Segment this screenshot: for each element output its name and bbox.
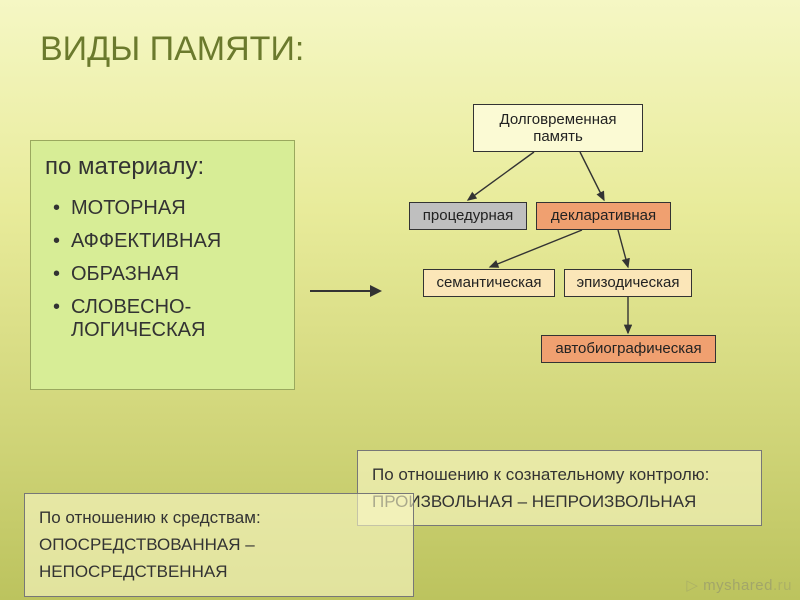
node-root: Долговременная память [473, 104, 643, 152]
material-panel: по материалу: МОТОРНАЯ АФФЕКТИВНАЯ ОБРАЗ… [30, 140, 295, 390]
node-episodic: эпизодическая [564, 269, 692, 297]
node-semantic: семантическая [423, 269, 555, 297]
material-list: МОТОРНАЯ АФФЕКТИВНАЯ ОБРАЗНАЯ СЛОВЕСНО-Л… [45, 197, 280, 342]
box-control-line1: По отношению к сознательному контролю: [372, 461, 747, 488]
watermark: ▷ myshared.ru [686, 576, 792, 594]
box-control-line2: ПРОИЗВОЛЬНАЯ – НЕПРОИЗВОЛЬНАЯ [372, 488, 747, 515]
list-item: МОТОРНАЯ [53, 197, 280, 220]
node-autobiographic: автобиографическая [541, 335, 716, 363]
box-means: По отношению к средствам: ОПОСРЕДСТВОВАН… [24, 493, 414, 597]
node-procedural: процедурная [409, 202, 527, 230]
material-subtitle: по материалу: [45, 153, 280, 181]
arrow-to-tree-icon [310, 290, 380, 292]
box-means-line1: По отношению к средствам: [39, 504, 399, 531]
list-item: ОБРАЗНАЯ [53, 263, 280, 286]
watermark-tld: .ru [773, 577, 792, 594]
list-item: СЛОВЕСНО-ЛОГИЧЕСКАЯ [53, 296, 280, 342]
watermark-brand: myshared [703, 577, 773, 594]
slide-title: ВИДЫ ПАМЯТИ: [40, 30, 304, 69]
box-means-line2: ОПОСРЕДСТВОВАННАЯ – НЕПОСРЕДСТВЕННАЯ [39, 531, 399, 585]
watermark-play-icon: ▷ [686, 577, 703, 594]
node-declarative: декларативная [536, 202, 671, 230]
box-control: По отношению к сознательному контролю: П… [357, 450, 762, 526]
list-item: АФФЕКТИВНАЯ [53, 230, 280, 253]
